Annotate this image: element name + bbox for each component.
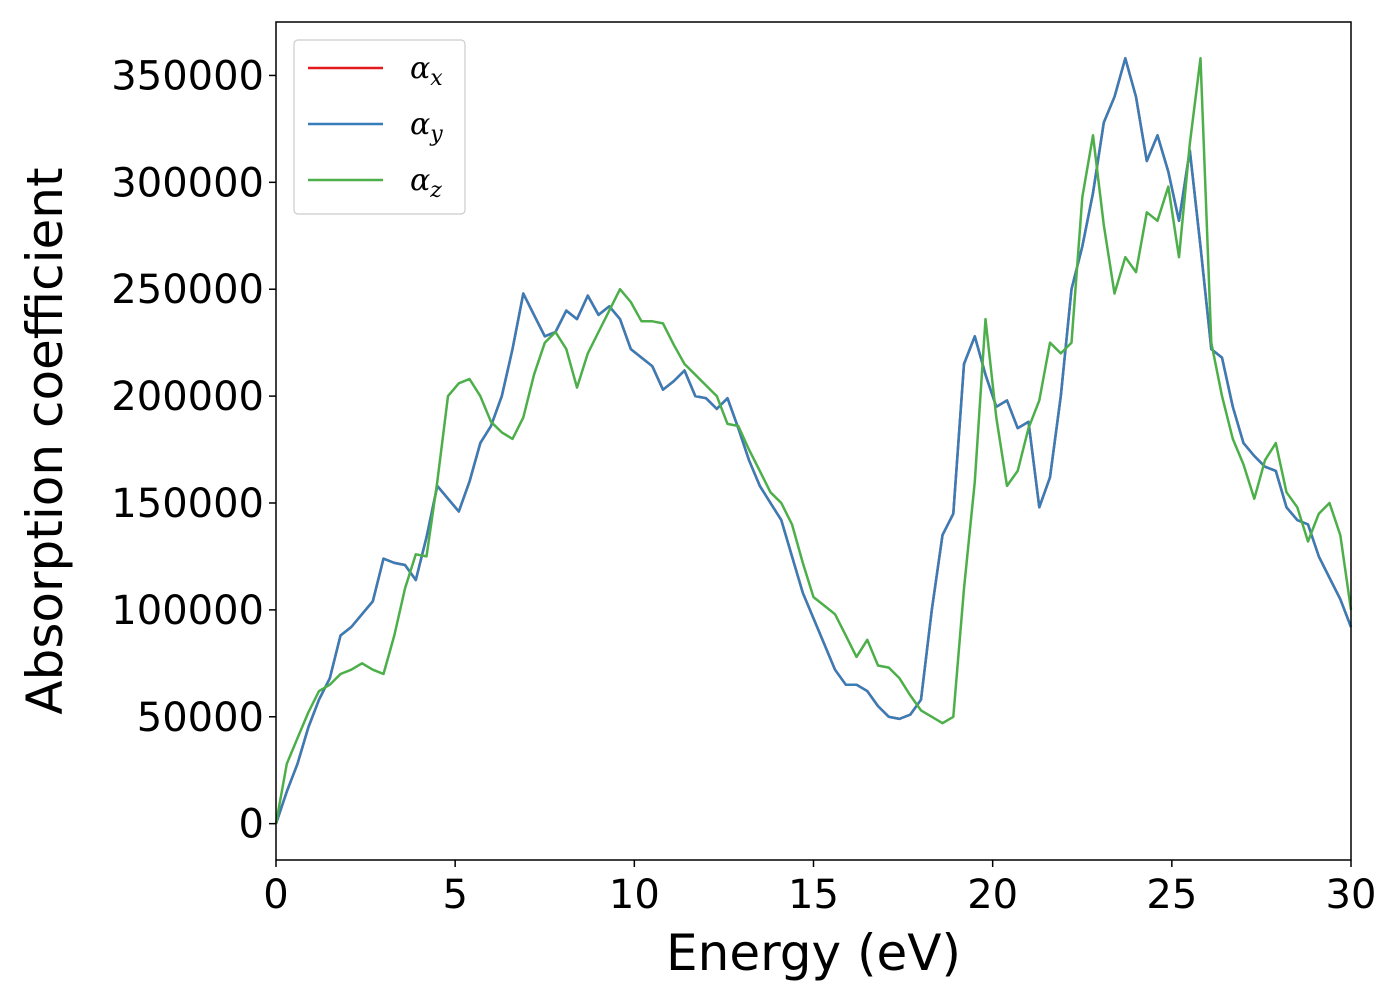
- series-line-y: [274, 57, 1353, 825]
- y-tick-label: 350000: [111, 53, 264, 99]
- y-axis-title: Absorption coefficient: [16, 167, 74, 714]
- y-tick-label: 100000: [111, 588, 264, 634]
- x-tick-label: 0: [263, 872, 288, 918]
- x-tick-label: 15: [788, 872, 839, 918]
- legend-box: [293, 39, 466, 215]
- series-line-z: [274, 57, 1353, 824]
- series-layer: [274, 57, 1353, 825]
- legend-label-x: αx: [410, 51, 443, 91]
- x-tick-label: 5: [442, 872, 467, 918]
- y-tick-label: 300000: [111, 160, 264, 206]
- legend: αx αy αz: [293, 39, 466, 215]
- x-tick-label: 30: [1326, 872, 1377, 918]
- x-axis-title: Energy (eV): [666, 924, 961, 982]
- x-tick-label: 20: [967, 872, 1018, 918]
- x-tick-label: 25: [1146, 872, 1197, 918]
- legend-label-z: αz: [410, 163, 442, 203]
- y-tick-label: 50000: [137, 695, 264, 741]
- y-tick-label: 250000: [111, 267, 264, 313]
- legend-label-y: αy: [410, 107, 443, 147]
- x-tick-label: 10: [609, 872, 660, 918]
- y-tick-label: 0: [239, 802, 264, 848]
- y-tick-label: 200000: [111, 374, 264, 420]
- ticks-layer: 0 5 10 15 20 25 30 0 50000 100000 150000 200000 2500…: [111, 53, 1376, 918]
- y-tick-label: 150000: [111, 481, 264, 527]
